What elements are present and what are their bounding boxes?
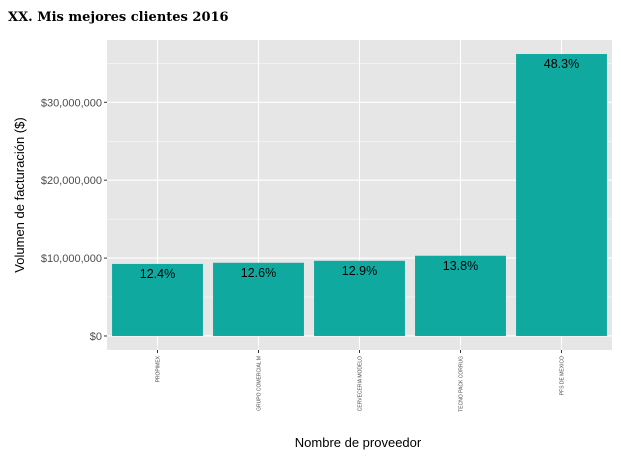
x-axis-title: Nombre de proveedor [295, 435, 422, 450]
bar-labels: 12.4% 12.6% 12.9% 13.8% 48.3% [140, 57, 579, 281]
x-tick-label: PFS DE MEXICO [560, 356, 566, 395]
y-axis-title: Volumen de facturación ($) [12, 117, 27, 272]
x-tick-label: PROPIMEX [156, 355, 162, 382]
y-axis: $0 $10,000,000 $20,000,000 $30,000,000 [41, 97, 107, 343]
bar [516, 54, 607, 336]
x-tick-label: TECNO PACK CORRUG [459, 356, 465, 412]
x-tick-label: GRUPO COMERCIAL M [257, 356, 263, 411]
bar-value-label: 12.6% [241, 266, 276, 280]
bar [314, 260, 405, 336]
bar [415, 255, 506, 336]
y-tick-label: $20,000,000 [41, 175, 102, 187]
x-tick-label: CERVECERIA MODELO [358, 356, 364, 411]
bar-value-label: 13.8% [443, 259, 478, 273]
x-axis: PROPIMEX GRUPO COMERCIAL M CERVECERIA MODE… [156, 350, 566, 412]
bar [112, 263, 203, 336]
bar-value-label: 48.3% [544, 57, 579, 71]
y-tick-label: $10,000,000 [41, 253, 102, 265]
bar [213, 262, 304, 336]
bar-value-label: 12.4% [140, 267, 175, 281]
y-tick-label: $0 [90, 331, 102, 343]
y-tick-label: $30,000,000 [41, 97, 102, 109]
chart-title: XX. Mis mejores clientes 2016 [8, 10, 229, 25]
bars [112, 54, 607, 336]
bar-value-label: 12.9% [342, 264, 377, 278]
